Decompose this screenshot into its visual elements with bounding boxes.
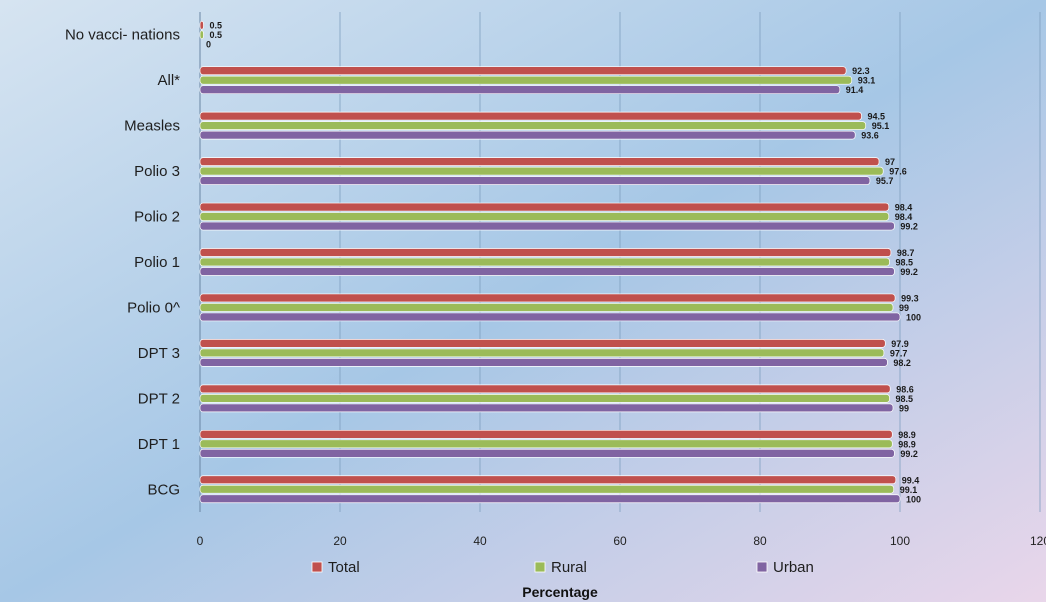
bar [199,403,894,413]
data-label: 97.6 [889,167,907,177]
bar [199,30,204,40]
x-axis-title: Percentage [522,584,598,600]
data-label: 93.1 [858,76,876,86]
data-label: 97 [885,157,895,167]
data-label: 93.6 [861,131,879,141]
data-label: 97.9 [891,339,909,349]
bar [199,75,853,85]
category-label: BCG [147,481,180,498]
data-label: 98.2 [893,358,911,368]
bar [199,293,896,303]
bar [199,475,897,485]
data-label: 99.2 [900,449,918,459]
category-label: DPT 2 [138,390,180,407]
legend-label: Urban [773,559,814,576]
bar [199,121,867,130]
bar [199,429,893,439]
legend-swatch [311,561,323,573]
bar [199,339,886,348]
bar [199,394,890,403]
data-label: 98.9 [898,430,916,440]
bar [199,484,895,494]
bar [199,348,885,358]
x-tick-label: 0 [197,534,204,548]
bar [199,157,880,166]
x-tick-label: 100 [890,534,910,548]
data-label: 95.1 [872,121,890,131]
bar [199,439,893,449]
bar [199,111,862,121]
data-label: 99.2 [900,267,918,277]
data-label: 98.4 [895,212,913,222]
data-label: 99.3 [901,293,919,303]
data-label: 97.7 [890,348,908,358]
data-label: 98.4 [895,203,913,213]
data-label: 0 [206,40,211,50]
bar [199,257,890,267]
bar [199,20,204,30]
bar [199,358,888,367]
value-labels: 99.499.110098.998.999.298.698.59997.997.… [206,21,921,505]
bar [199,85,841,95]
data-label: 100 [906,312,921,322]
x-tick-labels: 0 20 40 60 80 100 120 [197,534,1046,548]
category-label: No vacci- nations [65,27,180,44]
bar [199,384,891,394]
data-label: 98.5 [896,394,914,404]
bar [199,221,895,231]
x-tick-label: 60 [613,534,627,548]
data-label: 100 [906,494,921,504]
data-label: 0.5 [210,30,223,40]
bar [199,494,901,504]
bar [199,202,890,212]
data-label: 98.5 [896,258,914,268]
data-label: 94.5 [868,112,886,122]
category-label: Polio 2 [134,209,180,226]
legend: Total Rural Urban [311,559,814,576]
category-labels: BCG DPT 1 DPT 2 DPT 3 Polio 0^ Polio 1 Polio 2… [65,27,180,499]
bar [199,248,892,257]
data-label: 98.7 [897,248,915,258]
data-label: 98.9 [898,439,916,449]
category-label: Measles [124,118,180,135]
data-label: 99.2 [900,222,918,232]
bar [199,267,895,276]
category-label: DPT 3 [138,345,180,362]
bar [199,166,884,176]
category-label: Polio 3 [134,163,180,180]
legend-swatch [534,561,546,573]
data-label: 95.7 [876,176,894,186]
legend-swatch [756,561,768,573]
x-tick-label: 40 [473,534,487,548]
bar [199,66,847,76]
category-label: All* [157,72,180,89]
legend-label: Total [328,559,360,576]
x-tick-label: 120 [1030,534,1046,548]
bar [199,130,856,140]
data-label: 92.3 [852,66,870,76]
x-tick-label: 20 [333,534,347,548]
bar [199,176,871,185]
data-label: 99 [899,403,909,413]
data-label: 99 [899,303,909,313]
category-label: Polio 1 [134,254,180,271]
data-label: 91.4 [846,85,864,95]
x-tick-label: 80 [753,534,767,548]
bar [199,448,895,458]
data-label: 98.6 [896,384,914,394]
data-label: 99.1 [900,485,918,495]
category-label: Polio 0^ [127,299,180,316]
data-label: 0.5 [210,21,223,31]
category-label: DPT 1 [138,436,180,453]
bar [199,312,901,322]
data-label: 99.4 [902,475,920,485]
bars [199,20,901,504]
bar [199,212,890,221]
bar [199,303,894,312]
legend-label: Rural [551,559,587,576]
